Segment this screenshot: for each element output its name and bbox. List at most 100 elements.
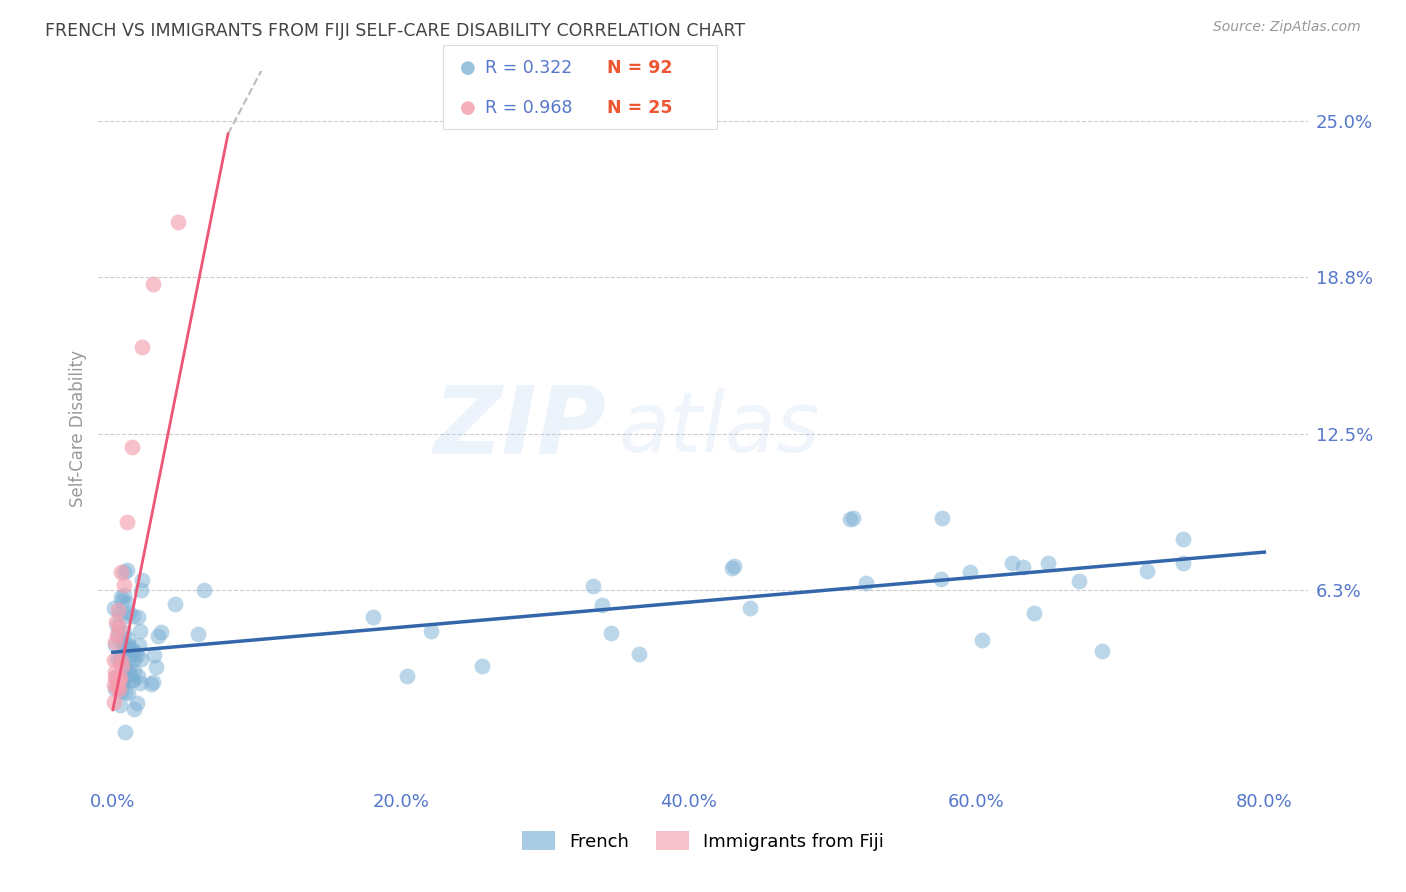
Point <box>110 654 132 668</box>
Point <box>104 665 127 680</box>
Point <box>1012 559 1035 574</box>
Point <box>165 597 187 611</box>
Point <box>131 574 153 588</box>
Text: N = 25: N = 25 <box>607 99 673 117</box>
Point <box>111 658 134 673</box>
Point <box>127 610 149 624</box>
Point <box>105 619 128 633</box>
Point <box>127 669 149 683</box>
Point <box>150 624 173 639</box>
Point <box>600 625 623 640</box>
Point <box>740 600 762 615</box>
Point <box>723 559 745 574</box>
Point <box>122 701 145 715</box>
Point <box>110 698 132 713</box>
Point <box>107 603 129 617</box>
Point <box>114 638 136 652</box>
Point <box>108 673 131 687</box>
Text: atlas: atlas <box>619 388 820 468</box>
Point <box>108 607 131 621</box>
Point <box>111 594 134 608</box>
Point <box>838 512 860 526</box>
Point <box>121 673 143 687</box>
Point <box>125 648 148 663</box>
Point <box>103 601 125 615</box>
Point <box>112 577 135 591</box>
Point <box>114 658 136 673</box>
Point <box>103 678 125 692</box>
Point <box>103 695 125 709</box>
Point <box>104 615 127 630</box>
Point <box>128 638 150 652</box>
Point <box>1173 532 1195 546</box>
Point <box>125 696 148 710</box>
Text: R = 0.322: R = 0.322 <box>485 60 572 78</box>
Point <box>187 627 209 641</box>
Point <box>855 576 877 591</box>
Point <box>582 578 605 592</box>
Point <box>124 646 146 660</box>
Point <box>166 214 188 228</box>
Point <box>117 648 139 663</box>
Text: R = 0.968: R = 0.968 <box>485 99 572 117</box>
Point <box>1136 564 1159 578</box>
Point <box>131 340 153 354</box>
Text: N = 92: N = 92 <box>607 60 673 78</box>
Point <box>110 634 132 648</box>
Point <box>108 652 131 666</box>
Point <box>628 647 651 661</box>
Point <box>1091 644 1114 658</box>
Point <box>363 609 385 624</box>
Legend: French, Immigrants from Fiji: French, Immigrants from Fiji <box>515 824 891 858</box>
Point <box>103 653 125 667</box>
Point <box>121 440 143 454</box>
Point <box>115 515 138 529</box>
Point <box>1173 556 1195 570</box>
Point <box>104 670 127 684</box>
Point <box>117 686 139 700</box>
Point <box>104 635 127 649</box>
Point <box>929 572 952 586</box>
Point <box>110 674 132 689</box>
Point <box>129 583 152 598</box>
Point <box>115 563 138 577</box>
Point <box>110 591 132 605</box>
Point <box>118 606 141 620</box>
Point <box>115 596 138 610</box>
Point <box>146 629 169 643</box>
Point <box>118 659 141 673</box>
Point <box>105 681 128 696</box>
Point <box>959 565 981 579</box>
Point <box>1001 556 1024 570</box>
Point <box>193 583 215 598</box>
Point <box>142 675 165 690</box>
Point <box>117 638 139 652</box>
Point <box>112 624 135 639</box>
Point <box>114 588 136 602</box>
Point <box>121 608 143 623</box>
Point <box>112 565 135 579</box>
Text: ●: ● <box>460 99 475 117</box>
Point <box>122 673 145 687</box>
Point <box>110 684 132 698</box>
Point <box>842 511 865 525</box>
Point <box>129 675 152 690</box>
Text: ZIP: ZIP <box>433 382 606 475</box>
Point <box>112 662 135 676</box>
Point <box>122 643 145 657</box>
Point <box>114 672 136 686</box>
Point <box>1022 606 1045 620</box>
Point <box>420 624 443 638</box>
Point <box>104 638 127 652</box>
Point <box>120 666 142 681</box>
Point <box>129 651 152 665</box>
Point <box>107 672 129 686</box>
Point <box>395 669 418 683</box>
Point <box>471 659 494 673</box>
Point <box>721 561 744 575</box>
Point <box>107 627 129 641</box>
Point <box>591 598 613 612</box>
Point <box>139 677 162 691</box>
Text: Source: ZipAtlas.com: Source: ZipAtlas.com <box>1213 20 1361 34</box>
Point <box>931 511 953 525</box>
